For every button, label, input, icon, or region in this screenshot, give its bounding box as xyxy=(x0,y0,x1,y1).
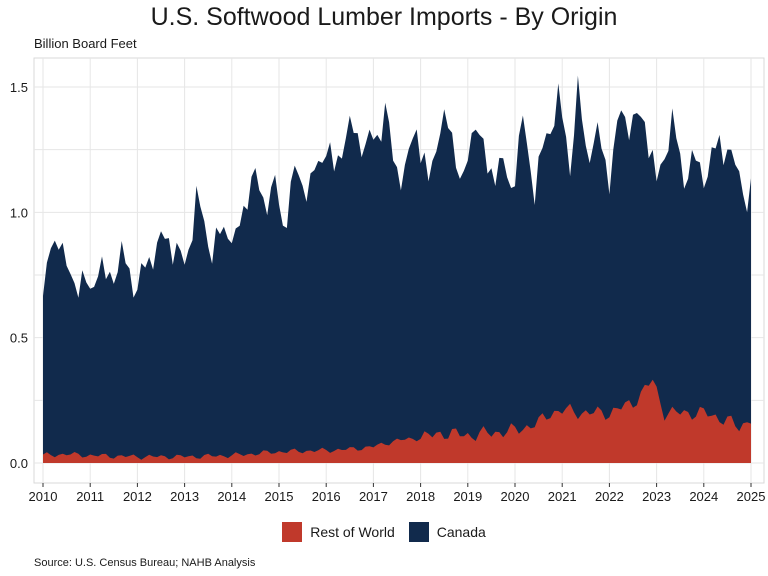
legend-label-rest-of-world: Rest of World xyxy=(310,524,395,540)
y-tick-label: 0.0 xyxy=(10,456,28,471)
legend-swatch-rest-of-world xyxy=(282,522,303,542)
legend-label-canada: Canada xyxy=(436,524,486,540)
x-tick-label: 2012 xyxy=(123,489,152,504)
x-tick-label: 2025 xyxy=(737,489,766,504)
x-tick-label: 2014 xyxy=(217,489,246,504)
y-tick-label: 1.0 xyxy=(10,205,28,220)
y-axis-label: Billion Board Feet xyxy=(34,36,137,51)
y-tick-label: 0.5 xyxy=(10,331,28,346)
y-axis-ticks: 0.0 0.5 1.0 1.5 xyxy=(10,80,28,471)
x-tick-label: 2021 xyxy=(548,489,577,504)
x-axis-ticks: 2010 2011 2012 2013 2014 2015 2016 2017 2018 2019… xyxy=(29,483,766,504)
series-area-rest-of-world xyxy=(43,379,751,463)
x-tick-label: 2020 xyxy=(501,489,530,504)
legend-swatch-canada xyxy=(408,522,429,542)
legend: Rest of World Canada xyxy=(0,522,768,542)
x-tick-label: 2017 xyxy=(359,489,388,504)
series-area-canada xyxy=(43,75,751,463)
chart-svg: 0.00.51.01.5 2010 2011 2012 2013 2014 2015 201… xyxy=(10,57,766,504)
x-tick-label: 2015 xyxy=(265,489,294,504)
x-tick-label: 2024 xyxy=(689,489,718,504)
x-tick-label: 2013 xyxy=(170,489,199,504)
x-tick-label: 2022 xyxy=(595,489,624,504)
x-tick-label: 2016 xyxy=(312,489,341,504)
x-tick-label: 2018 xyxy=(406,489,435,504)
source-note: Source: U.S. Census Bureau; NAHB Analysi… xyxy=(34,557,256,569)
x-tick-label: 2019 xyxy=(453,489,482,504)
x-tick-label: 2010 xyxy=(29,489,58,504)
legend-item-canada: Canada xyxy=(408,522,486,542)
x-tick-label: 2011 xyxy=(76,489,104,504)
chart-title: U.S. Softwood Lumber Imports - By Origin xyxy=(150,3,618,31)
legend-item-rest-of-world: Rest of World xyxy=(282,522,395,542)
y-tick-label: 1.5 xyxy=(10,80,28,95)
x-tick-label: 2023 xyxy=(642,489,671,504)
